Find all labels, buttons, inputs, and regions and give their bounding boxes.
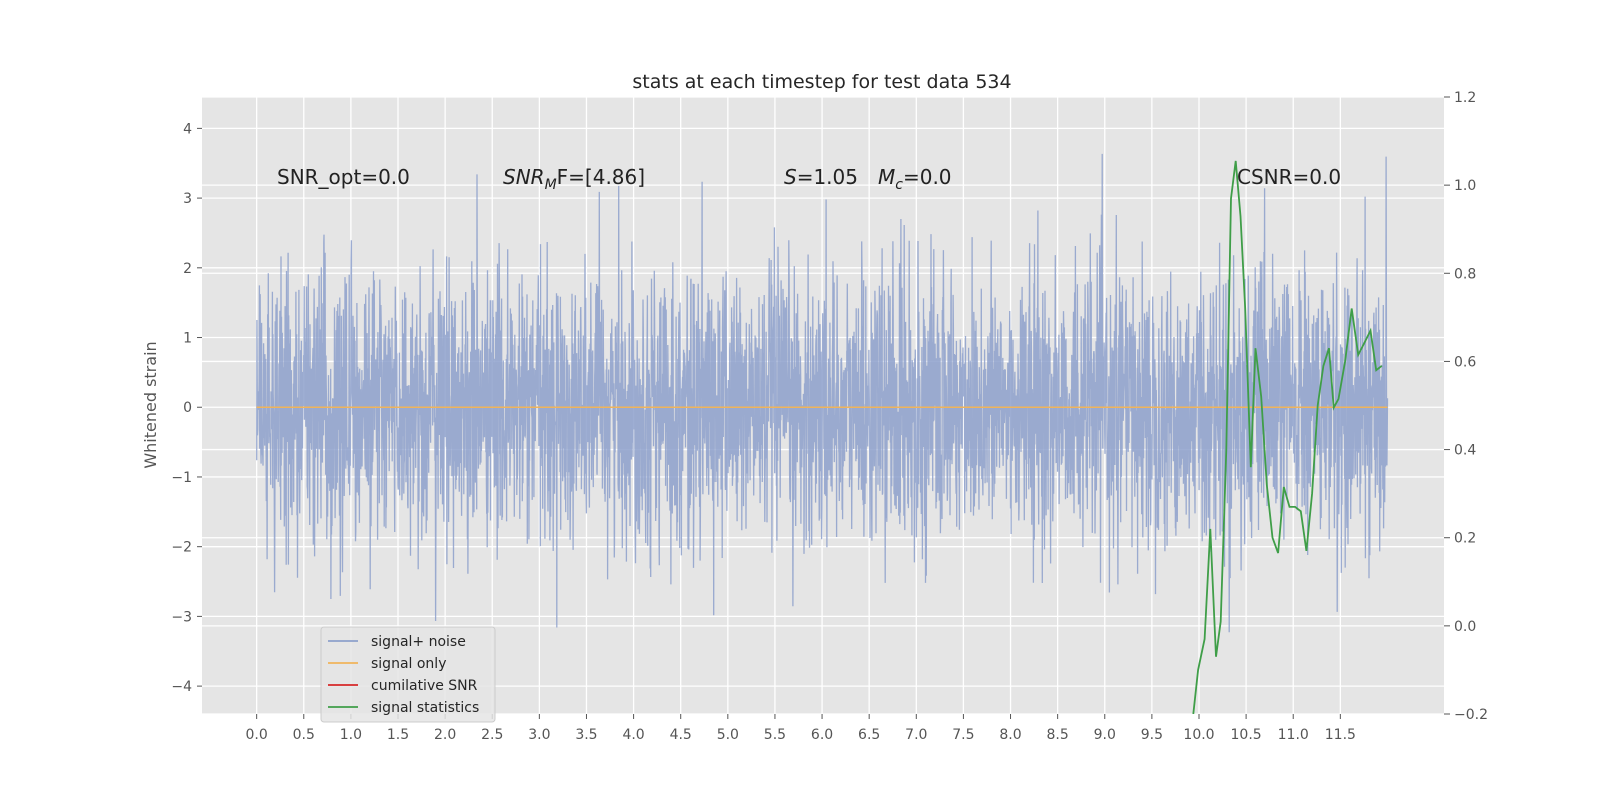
y-tick-label: −4 — [171, 679, 192, 695]
annotation-csnr: CSNR=0.0 — [1237, 165, 1341, 189]
x-tick-label: 7.0 — [905, 727, 927, 743]
y2-tick-label: 0.0 — [1454, 619, 1476, 635]
x-tick-label: 6.0 — [811, 727, 833, 743]
legend: signal+ noise signal only cumilative SNR si… — [320, 626, 496, 723]
y2-tick-label: 0.8 — [1454, 266, 1476, 282]
y-tick-label: 4 — [183, 121, 192, 137]
x-tick-label: 4.0 — [622, 727, 644, 743]
mc-rest: =0.0 — [903, 165, 952, 189]
chart-title: stats at each timestep for test data 534 — [632, 71, 1011, 93]
x-tick-label: 4.5 — [670, 727, 692, 743]
y2-tick-label: 1.2 — [1454, 90, 1476, 106]
snr-mf-sub: M — [545, 177, 557, 193]
snr-mf-rest: F=[4.86] — [557, 165, 645, 189]
x-tick-label: 8.5 — [1047, 727, 1069, 743]
y-axis-ticks: 4 3 2 1 0 −1 −2 −3 −4 — [171, 121, 202, 695]
legend-box — [320, 626, 496, 723]
x-tick-label: 6.5 — [858, 727, 880, 743]
annotation-s: S=1.05 — [784, 165, 858, 189]
x-tick-label: 3.0 — [528, 727, 550, 743]
x-tick-label: 10.5 — [1231, 727, 1262, 743]
y2-tick-label: 0.6 — [1454, 354, 1476, 370]
x-tick-label: 2.0 — [434, 727, 456, 743]
annotation-mc: Mc=0.0 — [878, 165, 952, 193]
x-tick-label: 11.0 — [1278, 727, 1309, 743]
snr-mf-main: SNR — [503, 165, 545, 189]
x-tick-label: 8.0 — [999, 727, 1021, 743]
x-tick-label: 1.5 — [387, 727, 409, 743]
y-tick-label: −2 — [171, 540, 192, 556]
signal-statistics-line — [1192, 160, 1383, 714]
x-tick-label: 5.5 — [764, 727, 786, 743]
x-axis-ticks: 0.0 0.5 1.0 1.5 2.0 2.5 3.0 3.5 4.0 4.5 5.0 5.5 6.0 6… — [246, 714, 1356, 743]
y2-tick-label: −0.2 — [1454, 707, 1488, 723]
x-tick-label: 3.5 — [575, 727, 597, 743]
y-tick-label: 3 — [183, 191, 192, 207]
y-tick-label: 0 — [183, 400, 192, 416]
annotation-snr-opt: SNR_opt=0.0 — [277, 165, 410, 189]
legend-label: cumilative SNR — [371, 678, 478, 694]
x-tick-label: 11.5 — [1325, 727, 1356, 743]
x-tick-label: 10.0 — [1183, 727, 1214, 743]
x-tick-label: 9.0 — [1094, 727, 1116, 743]
x-tick-label: 0.5 — [293, 727, 315, 743]
mc-main: M — [878, 165, 895, 189]
legend-label: signal statistics — [371, 700, 479, 716]
y-tick-label: 2 — [183, 261, 192, 277]
annotation-snr-mf: SNRMF=[4.86] — [503, 165, 645, 193]
x-tick-label: 5.0 — [717, 727, 739, 743]
y-axis-label: Whitened strain — [141, 341, 160, 468]
x-tick-label: 1.0 — [340, 727, 362, 743]
x-tick-label: 0.0 — [246, 727, 268, 743]
signal-statistics-series — [1192, 160, 1383, 714]
x-tick-label: 7.5 — [952, 727, 974, 743]
x-tick-label: 2.5 — [481, 727, 503, 743]
s-rest: =1.05 — [797, 165, 858, 189]
x-tick-label: 9.5 — [1141, 727, 1163, 743]
y-tick-label: 1 — [183, 331, 192, 347]
y2-tick-label: 0.4 — [1454, 443, 1476, 459]
mc-sub: c — [895, 177, 903, 193]
y2-axis-ticks: 1.2 1.0 0.8 0.6 0.4 0.2 0.0 −0.2 — [1444, 90, 1488, 723]
legend-label: signal only — [371, 656, 446, 672]
legend-label: signal+ noise — [371, 634, 466, 650]
y2-tick-label: 1.0 — [1454, 178, 1476, 194]
y-tick-label: −3 — [171, 609, 192, 625]
s-main: S — [784, 165, 797, 189]
y2-tick-label: 0.2 — [1454, 531, 1476, 547]
y-tick-label: −1 — [171, 470, 192, 486]
